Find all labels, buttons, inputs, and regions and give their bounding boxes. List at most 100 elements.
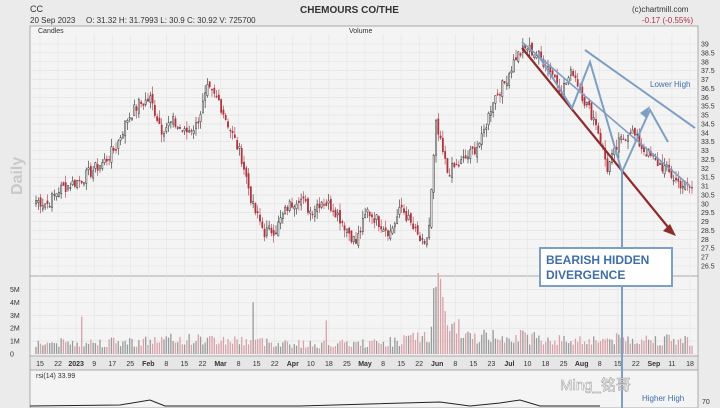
candle-body	[631, 129, 634, 134]
candle-body	[460, 159, 463, 164]
candle-body	[325, 202, 328, 206]
volume-bar	[263, 345, 266, 354]
candle-body	[597, 125, 600, 134]
volume-bar	[85, 342, 87, 354]
volume-bar	[161, 337, 163, 354]
candle-body	[133, 104, 136, 117]
volume-bar	[366, 346, 369, 354]
volume-bar	[257, 339, 259, 354]
volume-bar	[691, 345, 693, 354]
volume-bar	[469, 333, 471, 354]
volume-bar	[558, 335, 561, 354]
candle-body	[190, 130, 193, 132]
volume-bar	[490, 341, 492, 354]
volume-bar	[115, 343, 117, 354]
volume-bar	[277, 342, 279, 354]
candle-body	[606, 158, 609, 172]
volume-bar	[282, 342, 284, 354]
candle-body	[428, 224, 431, 238]
candle-body	[215, 95, 218, 98]
candle-body	[590, 102, 593, 120]
volume-bar	[58, 346, 60, 354]
price-tick-label: 30.5	[701, 192, 715, 199]
volume-bar	[583, 341, 586, 354]
volume-bar	[561, 341, 563, 354]
volume-bar	[163, 339, 165, 354]
candle-body	[320, 201, 323, 208]
volume-bar	[138, 340, 140, 354]
candle-body	[339, 209, 341, 224]
volume-bar	[449, 330, 451, 354]
candle-body	[293, 206, 296, 210]
volume-bar	[81, 316, 83, 354]
volume-bar	[364, 347, 366, 354]
volume-bar	[142, 338, 145, 354]
volume-bar	[44, 344, 46, 354]
candle-body	[350, 230, 353, 243]
volume-bar	[629, 343, 631, 354]
volume-bar	[101, 347, 103, 354]
volume-bar	[204, 342, 206, 354]
candle-body	[311, 213, 314, 216]
price-tick-label: 32.5	[701, 157, 715, 164]
volume-bar	[321, 342, 323, 354]
candle-body	[158, 117, 161, 125]
candle-body	[512, 59, 515, 73]
volume-bar	[229, 341, 231, 354]
candle-body	[332, 210, 335, 213]
volume-bar	[140, 345, 142, 354]
candle-body	[238, 146, 241, 149]
volume-bar	[485, 332, 487, 354]
volume-bar	[609, 339, 611, 354]
candle-body	[419, 235, 421, 242]
rsi-tick-70: 70	[702, 399, 710, 406]
volume-bar	[414, 340, 417, 354]
candle-body	[343, 225, 346, 231]
candle-body	[249, 186, 252, 203]
candle-body	[519, 53, 522, 56]
candle-body	[375, 214, 378, 220]
volume-bar	[563, 335, 565, 354]
volume-bar	[684, 336, 686, 354]
candle-body	[467, 156, 469, 160]
price-tick-label: 39	[701, 42, 709, 49]
divergence-callout-box	[539, 247, 673, 287]
upper-trend-line	[584, 49, 696, 129]
candle-body	[48, 205, 51, 208]
candle-body	[391, 227, 394, 234]
candle-body	[142, 103, 145, 106]
candle-body	[62, 182, 65, 186]
date-tick-label: 18	[686, 361, 694, 368]
lower-high-label: Lower High	[650, 80, 690, 89]
candle-body	[526, 48, 529, 51]
candle-body	[572, 71, 575, 76]
candle-body	[204, 92, 207, 101]
volume-bar	[273, 347, 275, 354]
volume-bar	[330, 346, 332, 354]
candle-body	[483, 129, 485, 133]
candle-body	[67, 185, 69, 190]
volume-bar	[188, 333, 190, 354]
candle-body	[334, 209, 337, 218]
candle-body	[126, 120, 129, 123]
candle-body	[167, 122, 170, 127]
candle-body	[645, 154, 648, 157]
price-tick-label: 29.5	[701, 210, 715, 217]
candle-body	[480, 133, 483, 145]
volume-bar	[417, 332, 419, 354]
volume-bar	[611, 339, 613, 354]
volume-bar	[350, 346, 353, 354]
candles-legend: Candles	[38, 28, 64, 35]
candle-body	[35, 200, 37, 205]
candle-body	[535, 55, 538, 59]
candle-body	[398, 207, 401, 215]
date-tick-label: Aug	[575, 361, 589, 368]
volume-bar	[145, 336, 147, 354]
candle-body	[432, 155, 435, 193]
candle-body	[496, 93, 499, 96]
candle-body	[135, 106, 138, 111]
candle-body	[366, 208, 369, 213]
volume-bar	[666, 334, 668, 354]
volume-bar	[572, 344, 574, 354]
volume-bar	[213, 337, 215, 354]
